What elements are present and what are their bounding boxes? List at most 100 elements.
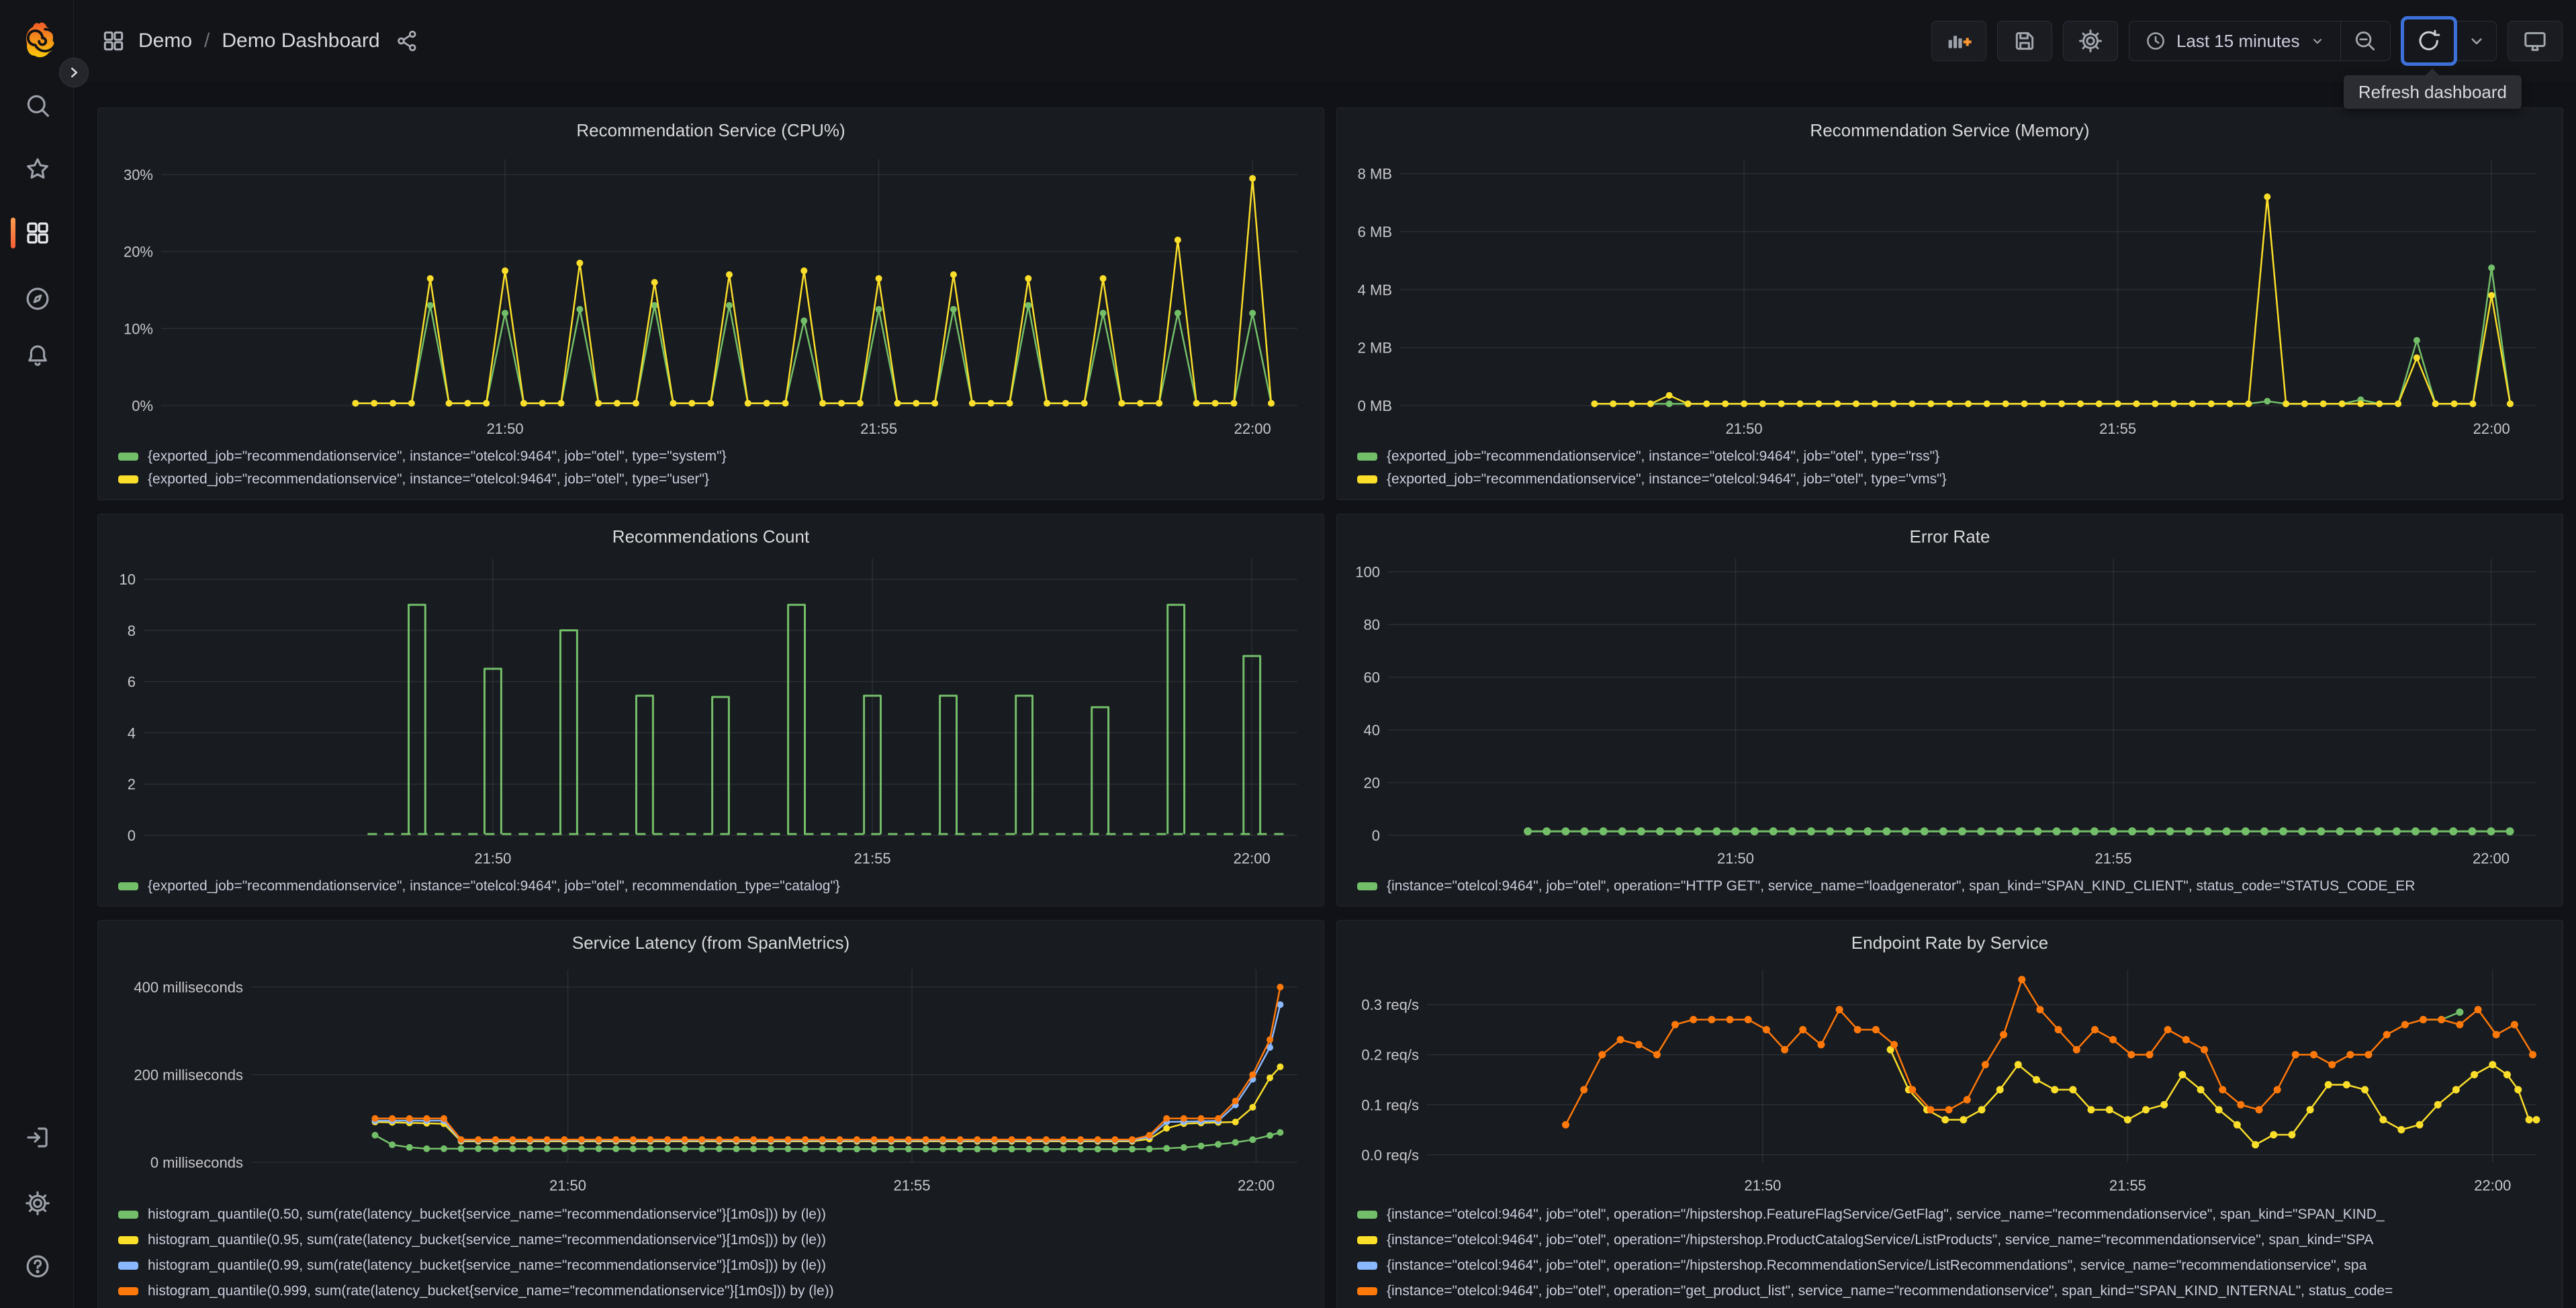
sidebar-search-icon[interactable]: [22, 90, 53, 121]
svg-text:80: 80: [1364, 616, 1380, 633]
panel-title[interactable]: Recommendation Service (CPU%): [576, 120, 845, 140]
panel-legend: {exported_job="recommendationservice", i…: [1348, 442, 2552, 491]
top-navigation: Demo / Demo Dashboard: [74, 0, 2576, 82]
panel-chart[interactable]: 0% 10% 20% 30% 21:50 21:55 22:00: [109, 147, 1314, 442]
legend-item[interactable]: histogram_quantile(0.999, sum(rate(laten…: [118, 1278, 1313, 1304]
legend-series-color-marker: [1357, 453, 1377, 461]
legend-item[interactable]: histogram_quantile(0.95, sum(rate(latenc…: [118, 1227, 1313, 1253]
sidebar-dashboards-icon[interactable]: [22, 218, 53, 248]
cycle-view-mode-button[interactable]: [2508, 21, 2563, 61]
svg-text:0: 0: [1372, 827, 1380, 844]
panel-title[interactable]: Endpoint Rate by Service: [1851, 933, 2049, 953]
dashboard-canvas: Recommendation Service (CPU%) 0% 10% 20% 30…: [74, 82, 2576, 1308]
legend-series-label: {instance="otelcol:9464", job="otel", op…: [1387, 1283, 2393, 1299]
panel-chart[interactable]: 0 20 40 60 80 100 21:50 21:55 22:00: [1348, 547, 2553, 872]
legend-item[interactable]: histogram_quantile(0.99, sum(rate(latenc…: [118, 1253, 1313, 1278]
legend-series-color-marker: [1357, 1262, 1377, 1270]
legend-series-label: {exported_job="recommendationservice", i…: [1387, 449, 1940, 464]
refresh-dashboard-button[interactable]: [2401, 16, 2457, 66]
panel-chart[interactable]: 0 MB 2 MB 4 MB 6 MB 8 MB 21:50 21:55 22:00: [1348, 147, 2553, 442]
svg-text:10%: 10%: [124, 320, 153, 337]
add-panel-button[interactable]: [1931, 21, 1986, 61]
dashboard-panel: Error Rate 0 20 40 60 80 100 21:50 21:55 22:00 {…: [1336, 514, 2563, 906]
legend-series-label: {instance="otelcol:9464", job="otel", op…: [1387, 1207, 2385, 1222]
legend-series-color-marker: [118, 1236, 138, 1244]
legend-series-color-marker: [1357, 1287, 1377, 1295]
svg-text:21:55: 21:55: [893, 1177, 930, 1194]
legend-series-color-marker: [118, 1211, 138, 1219]
sidebar-help-icon[interactable]: [22, 1251, 53, 1282]
refresh-tooltip: Refresh dashboard: [2343, 68, 2522, 109]
share-icon[interactable]: [395, 29, 419, 53]
save-dashboard-button[interactable]: [1996, 21, 2052, 61]
sidebar-starred-icon[interactable]: [22, 154, 53, 185]
panel-title[interactable]: Recommendation Service (Memory): [1810, 120, 2090, 140]
legend-item[interactable]: {instance="otelcol:9464", job="otel", op…: [1357, 875, 2552, 898]
svg-text:0.3 req/s: 0.3 req/s: [1361, 996, 1419, 1013]
legend-item[interactable]: {instance="otelcol:9464", job="otel", op…: [1357, 1227, 2552, 1253]
zoom-out-time-range-button[interactable]: [2340, 21, 2390, 60]
svg-text:21:50: 21:50: [1726, 420, 1763, 437]
svg-text:2: 2: [128, 776, 136, 793]
dashboard-panel: Endpoint Rate by Service 0.0 req/s 0.1 re…: [1336, 920, 2563, 1308]
legend-item[interactable]: histogram_quantile(0.50, sum(rate(latenc…: [118, 1202, 1313, 1227]
dashboard-panel: Recommendation Service (Memory) 0 MB 2 MB…: [1336, 107, 2563, 500]
breadcrumb-section[interactable]: Demo: [138, 30, 193, 52]
legend-item[interactable]: {instance="otelcol:9464", job="otel", op…: [1357, 1202, 2552, 1227]
svg-text:22:00: 22:00: [1234, 850, 1271, 867]
time-range-picker[interactable]: Last 15 minutes: [2129, 21, 2340, 60]
breadcrumb-separator: /: [204, 30, 210, 52]
legend-item[interactable]: {instance="otelcol:9464", job="otel", op…: [1357, 1278, 2552, 1304]
sidebar-explore-compass-icon[interactable]: [22, 283, 53, 314]
legend-item[interactable]: {exported_job="recommendationservice", i…: [118, 445, 1313, 468]
panel-title[interactable]: Service Latency (from SpanMetrics): [571, 933, 850, 953]
chevron-down-icon: [2313, 39, 2321, 44]
legend-series-label: {instance="otelcol:9464", job="otel", op…: [1387, 878, 2416, 894]
svg-text:60: 60: [1364, 669, 1380, 686]
panel-chart[interactable]: 0 2 4 6 8 10 21:50 21:55 22:00: [109, 547, 1314, 872]
time-range-label: Last 15 minutes: [2176, 30, 2300, 51]
svg-text:40: 40: [1364, 722, 1380, 739]
monitor-icon: [2524, 32, 2546, 51]
svg-text:21:55: 21:55: [860, 420, 897, 437]
sidebar-expand-button[interactable]: [59, 58, 89, 87]
svg-text:30%: 30%: [124, 167, 153, 183]
svg-text:4 MB: 4 MB: [1358, 281, 1392, 298]
panel-chart[interactable]: 0.0 req/s 0.1 req/s 0.2 req/s 0.3 req/s 21:5…: [1348, 957, 2553, 1199]
svg-text:0.2 req/s: 0.2 req/s: [1361, 1047, 1419, 1064]
breadcrumb-page-title[interactable]: Demo Dashboard: [222, 30, 380, 52]
dashboard-panel: Recommendations Count 0 2 4 6 8 10 21:50 21:55 2…: [97, 514, 1324, 906]
svg-text:20: 20: [1364, 775, 1380, 792]
svg-text:8: 8: [128, 622, 136, 639]
legend-series-color-marker: [118, 882, 138, 890]
legend-series-color-marker: [118, 1287, 138, 1295]
svg-text:22:00: 22:00: [1238, 1177, 1275, 1194]
legend-item[interactable]: {exported_job="recommendationservice", i…: [1357, 445, 2552, 468]
panel-legend: {instance="otelcol:9464", job="otel", op…: [1348, 872, 2552, 898]
svg-text:21:50: 21:50: [1717, 850, 1754, 867]
legend-item[interactable]: {instance="otelcol:9464", job="otel", op…: [1357, 1253, 2552, 1278]
dashboard-settings-button[interactable]: [2062, 21, 2118, 61]
svg-text:21:50: 21:50: [474, 850, 511, 867]
svg-text:21:55: 21:55: [854, 850, 891, 867]
sidebar-settings-gear-icon[interactable]: [22, 1188, 53, 1219]
dashboard-panel: Recommendation Service (CPU%) 0% 10% 20% 30…: [97, 107, 1324, 500]
legend-item[interactable]: {exported_job="recommendationservice", i…: [118, 468, 1313, 491]
legend-series-label: {instance="otelcol:9464", job="otel", op…: [1387, 1232, 2374, 1248]
legend-item[interactable]: {exported_job="recommendationservice", i…: [1357, 468, 2552, 491]
legend-series-color-marker: [118, 453, 138, 461]
sidebar-sign-in-icon[interactable]: [22, 1122, 53, 1153]
panel-chart[interactable]: 0 milliseconds 200 milliseconds 400 millis…: [109, 957, 1314, 1199]
legend-series-color-marker: [118, 475, 138, 483]
panel-title[interactable]: Recommendations Count: [612, 526, 810, 547]
refresh-interval-dropdown[interactable]: [2457, 21, 2496, 60]
svg-text:8 MB: 8 MB: [1358, 166, 1392, 183]
legend-item[interactable]: {exported_job="recommendationservice", i…: [118, 875, 1313, 898]
panel-title[interactable]: Error Rate: [1909, 526, 1990, 547]
svg-text:0 MB: 0 MB: [1358, 398, 1392, 414]
grafana-logo-icon[interactable]: [20, 20, 58, 58]
legend-series-label: histogram_quantile(0.95, sum(rate(latenc…: [148, 1232, 826, 1248]
sidebar-alerting-bell-icon[interactable]: [22, 340, 53, 371]
svg-text:21:55: 21:55: [2099, 420, 2136, 437]
